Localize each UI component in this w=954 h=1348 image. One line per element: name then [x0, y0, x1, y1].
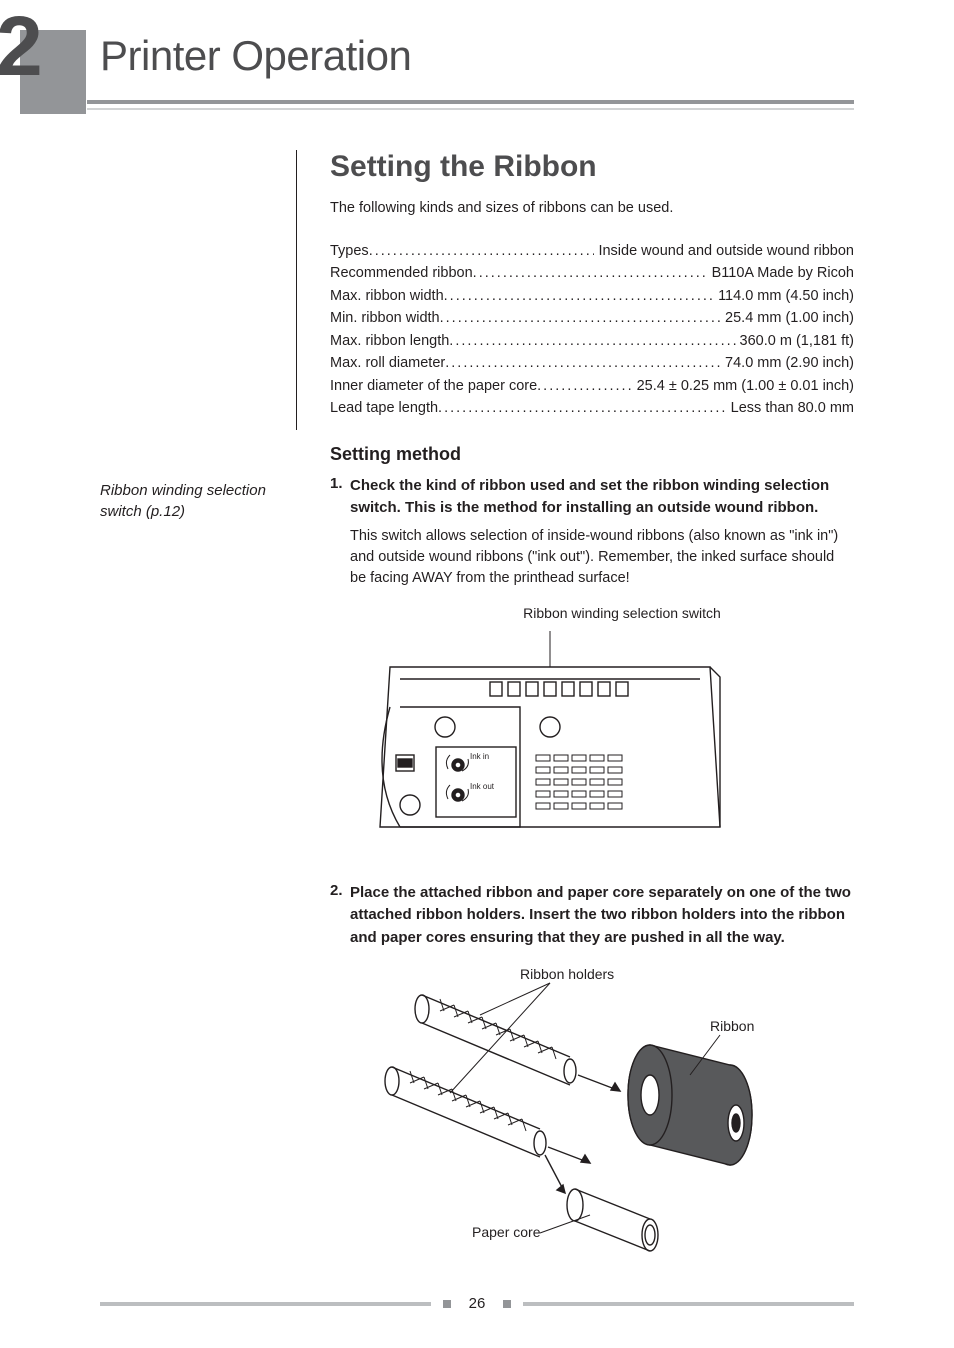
column-divider — [296, 150, 297, 430]
figure-selection-switch: Ribbon winding selection switch — [350, 605, 854, 862]
paper-core-label: Paper core — [472, 1224, 541, 1240]
spec-value: 25.4 ± 0.25 mm (1.00 ± 0.01 inch) — [633, 375, 854, 397]
step-text: Check the kind of ribbon used and set th… — [350, 475, 854, 520]
subsection-title: Setting method — [330, 444, 854, 465]
footer-rule — [523, 1302, 854, 1306]
chapter-title: Printer Operation — [100, 32, 411, 80]
step-number: 2. — [330, 882, 350, 950]
figure-ribbon-holders: Ribbon holders Ribbon Paper core — [350, 965, 854, 1270]
page-number: 26 — [463, 1295, 492, 1312]
spec-row: Max. ribbon length .....................… — [330, 330, 854, 352]
spec-label: Inner diameter of the paper core — [330, 375, 537, 397]
spec-label: Recommended ribbon — [330, 262, 473, 284]
spec-value: Inside wound and outside wound ribbon — [594, 240, 854, 262]
ribbon-label: Ribbon — [710, 1018, 754, 1034]
sidebar-note: Ribbon winding selection switch (p.12) — [100, 480, 290, 522]
spec-dots: ........................................… — [369, 240, 595, 262]
step-detail: This switch allows selection of inside-w… — [350, 526, 854, 589]
spec-row: Lead tape length .......................… — [330, 397, 854, 419]
spec-label: Max. ribbon width — [330, 285, 444, 307]
footer-rule — [100, 1302, 431, 1306]
spec-value: Less than 80.0 mm — [727, 397, 854, 419]
chapter-number: 2 — [0, 4, 43, 88]
step-text: Place the attached ribbon and paper core… — [350, 882, 854, 950]
spec-value: B110A Made by Ricoh — [708, 262, 854, 284]
footer-mark — [503, 1300, 511, 1308]
spec-label: Max. ribbon length — [330, 330, 449, 352]
step-2: 2. Place the attached ribbon and paper c… — [330, 882, 854, 950]
figure-caption: Ribbon winding selection switch — [390, 605, 854, 621]
spec-value: 25.4 mm (1.00 inch) — [721, 307, 854, 329]
switch-diagram: Ink in Ink out — [350, 627, 750, 857]
spec-value: 114.0 mm (4.50 inch) — [714, 285, 854, 307]
holders-diagram: Ribbon holders Ribbon Paper core — [350, 965, 790, 1265]
title-rule — [87, 100, 854, 104]
spec-dots: ........................................… — [537, 375, 632, 397]
spec-dots: ........................................… — [449, 330, 735, 352]
spec-dots: ........................................… — [440, 307, 721, 329]
spec-label: Types — [330, 240, 369, 262]
spec-dots: ........................................… — [445, 352, 721, 374]
spec-row: Min. ribbon width ......................… — [330, 307, 854, 329]
spec-label: Max. roll diameter — [330, 352, 445, 374]
spec-dots: ........................................… — [438, 397, 727, 419]
ribbon-holders-label: Ribbon holders — [520, 966, 614, 982]
spec-row: Max. roll diameter .....................… — [330, 352, 854, 374]
spec-value: 360.0 m (1,181 ft) — [736, 330, 854, 352]
spec-row: Types ..................................… — [330, 240, 854, 262]
spec-list: Types ..................................… — [330, 240, 854, 420]
spec-row: Max. ribbon width ......................… — [330, 285, 854, 307]
ink-in-label: Ink in — [470, 752, 489, 761]
spec-label: Lead tape length — [330, 397, 438, 419]
spec-value: 74.0 mm (2.90 inch) — [721, 352, 854, 374]
step-1: 1. Check the kind of ribbon used and set… — [330, 475, 854, 589]
spec-row: Inner diameter of the paper core .......… — [330, 375, 854, 397]
step-number: 1. — [330, 475, 350, 589]
footer-mark — [443, 1300, 451, 1308]
section-title: Setting the Ribbon — [330, 150, 854, 184]
spec-row: Recommended ribbon .....................… — [330, 262, 854, 284]
ink-out-label: Ink out — [470, 782, 495, 791]
title-rule-light — [87, 108, 854, 110]
spec-dots: ........................................… — [444, 285, 714, 307]
page-footer: 26 — [100, 1295, 854, 1312]
spec-label: Min. ribbon width — [330, 307, 440, 329]
section-intro: The following kinds and sizes of ribbons… — [330, 198, 854, 220]
spec-dots: ........................................… — [473, 262, 708, 284]
